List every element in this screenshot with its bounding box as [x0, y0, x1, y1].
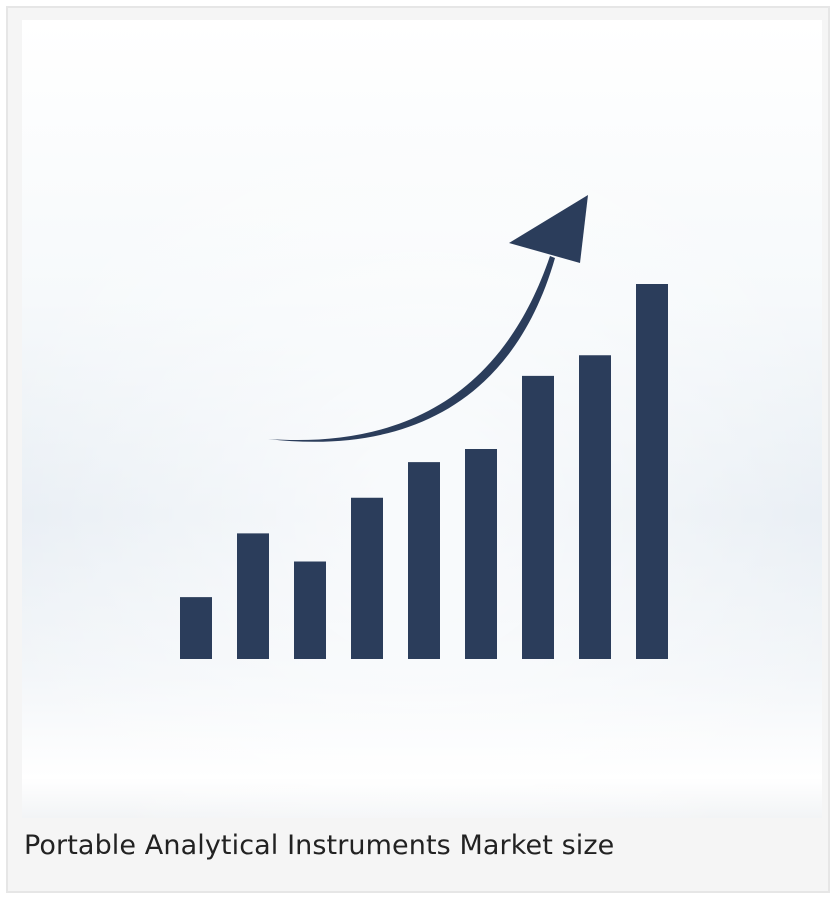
bar-2	[237, 533, 269, 659]
bar-4	[351, 497, 383, 659]
bar-9	[636, 284, 668, 659]
figure-caption: Portable Analytical Instruments Market s…	[24, 830, 615, 861]
bar-series	[180, 284, 668, 659]
bar-1	[180, 597, 212, 659]
bar-5	[408, 462, 440, 659]
bar-8	[579, 355, 611, 659]
bar-7	[522, 375, 554, 659]
bar-3	[294, 561, 326, 659]
bar-6	[465, 449, 497, 659]
bar-chart	[22, 20, 822, 818]
chart-figure	[22, 20, 822, 818]
trend-arrow-icon	[268, 195, 588, 442]
figure-card: Portable Analytical Instruments Market s…	[6, 6, 830, 893]
